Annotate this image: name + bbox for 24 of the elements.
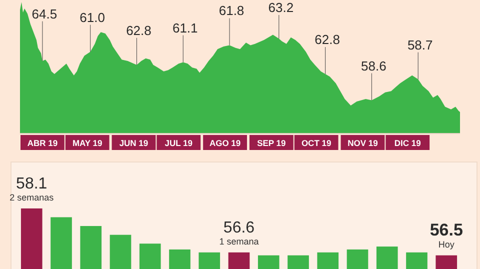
annotation: 61.8 [218, 3, 244, 18]
x-tick-label: SEP 19 [257, 138, 286, 148]
data-label: 56.5 [430, 220, 463, 240]
annotation: 61.1 [172, 20, 198, 36]
annotation: 63.2 [268, 0, 294, 15]
x-tick-label: OCT 19 [301, 138, 332, 148]
text: 2 semanas [10, 192, 54, 202]
annotation: 58.7 [407, 37, 433, 52]
x-tick-label: MAY 19 [72, 138, 102, 148]
annotation: 58.6 [361, 58, 386, 74]
x-tick-label: DIC 19 [394, 138, 422, 148]
x-tick-label: JUL 19 [164, 138, 193, 148]
data-label: 58.1 [16, 175, 48, 192]
x-tick-label: ABR 19 [27, 138, 58, 148]
x-tick-label: NOV 19 [348, 138, 378, 148]
x-tick-label: AGO 19 [209, 138, 241, 148]
annotation: 61.0 [80, 10, 105, 25]
annotation: Hoy [438, 239, 455, 250]
annotation: 62.8 [314, 32, 340, 48]
annotation: 62.8 [126, 22, 152, 38]
x-tick-label: JUN 19 [119, 138, 148, 148]
annotation: 1 semana [219, 236, 259, 246]
annotation: 64.5 [32, 6, 58, 22]
data-label: 56.6 [223, 219, 255, 236]
